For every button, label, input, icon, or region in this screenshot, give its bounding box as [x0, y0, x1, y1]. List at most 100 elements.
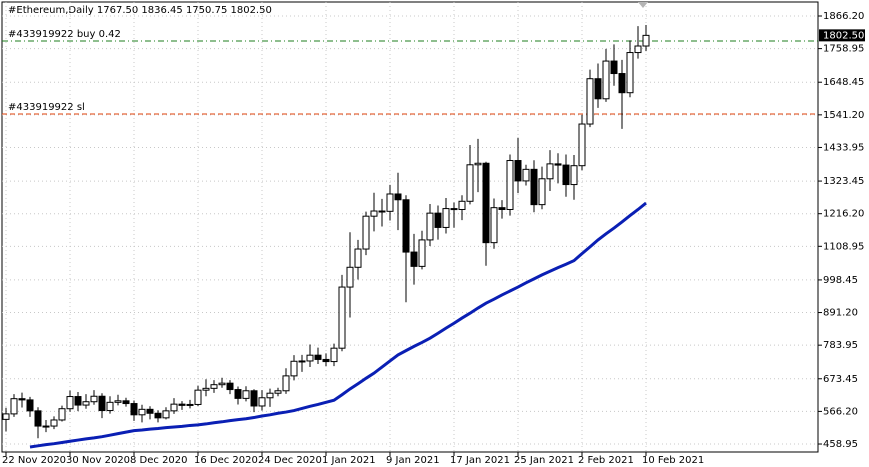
candle-body [106, 401, 114, 412]
candle-body [490, 207, 498, 244]
candle-body [58, 408, 66, 421]
y-tick-label: 1541.20 [823, 110, 864, 121]
x-tick-label: 8 Dec 2020 [130, 455, 188, 466]
x-tick-label: 17 Jan 2021 [450, 455, 510, 466]
candle-body [186, 403, 194, 406]
y-tick-label: 1108.95 [823, 241, 864, 252]
candle-body [538, 178, 546, 206]
candle-body [306, 354, 314, 362]
y-tick-label: 673.45 [823, 374, 858, 385]
candle-body [314, 354, 322, 360]
candle-body [290, 360, 298, 377]
candle-body [426, 212, 434, 241]
x-tick-label: 22 Nov 2020 [2, 455, 66, 466]
candle-body [26, 399, 34, 412]
x-tick-label: 9 Jan 2021 [386, 455, 440, 466]
candle-body [458, 200, 466, 210]
candle-body [218, 382, 226, 386]
candle-body [498, 207, 506, 210]
candle-body [138, 408, 146, 416]
candle-body [98, 395, 106, 412]
candle-body [410, 251, 418, 267]
candle-body [466, 164, 474, 202]
y-tick-label: 783.95 [823, 340, 858, 351]
candle-body [586, 78, 594, 125]
x-tick-label: 25 Jan 2021 [514, 455, 574, 466]
candle-body [114, 400, 122, 403]
candle-body [402, 199, 410, 253]
y-tick-label: 1758.95 [823, 44, 864, 55]
candle-body [74, 396, 82, 406]
candle-body [274, 390, 282, 394]
candle-body [258, 397, 266, 407]
candle-body [154, 412, 162, 419]
candle-body [202, 387, 210, 391]
candle-body [506, 160, 514, 210]
candle-body [266, 392, 274, 399]
current-price-label: 1802.50 [823, 30, 864, 41]
candle-body [178, 403, 186, 406]
candle-body [66, 396, 74, 410]
candle-body [298, 360, 306, 363]
moving-average [29, 201, 647, 449]
x-tick-label: 16 Dec 2020 [194, 455, 258, 466]
current-price-box [819, 29, 865, 42]
candle-body [234, 389, 242, 399]
candle-body [386, 193, 394, 212]
candle-body [242, 390, 250, 399]
candle-body [170, 403, 178, 412]
y-tick-label: 998.45 [823, 275, 858, 286]
candle-body [50, 419, 58, 427]
y-tick-label: 1323.45 [823, 176, 864, 187]
candle-body [434, 212, 442, 228]
candle-body [482, 162, 490, 244]
y-tick-label: 1648.45 [823, 77, 864, 88]
candle-body [362, 215, 370, 250]
candle-body [2, 413, 10, 420]
candle-body [330, 347, 338, 363]
candle-body [42, 425, 50, 428]
candle-body [578, 123, 586, 167]
order-label: #433919922 buy 0.42 [8, 29, 121, 40]
candle-body [322, 358, 330, 363]
candle-body [626, 52, 634, 94]
candle-body [82, 401, 90, 406]
candle-body [522, 168, 530, 182]
candle-body [122, 400, 130, 405]
candle-body [18, 398, 26, 401]
y-tick-label: 891.20 [823, 308, 858, 319]
candle-body [562, 164, 570, 186]
candle-body [530, 168, 538, 206]
y-tick-label: 458.95 [823, 439, 858, 450]
candle-body [514, 160, 522, 182]
candle-body [346, 266, 354, 288]
candle-body [354, 248, 362, 268]
candle-body [250, 390, 258, 407]
candle-body [378, 210, 386, 213]
candle-body [442, 208, 450, 228]
candle-body [610, 60, 618, 75]
y-tick-label: 1433.95 [823, 142, 864, 153]
candle-body [546, 163, 554, 180]
shift-marker [638, 2, 648, 8]
candle-body [554, 163, 562, 166]
chart-title: #Ethereum,Daily 1767.50 1836.45 1750.75 … [8, 5, 272, 16]
candle-body [34, 410, 42, 427]
y-tick-label: 1216.20 [823, 209, 864, 220]
candle-body [450, 208, 458, 211]
candle-body [394, 193, 402, 201]
candle-body [210, 384, 218, 389]
y-tick-label: 1866.20 [823, 11, 864, 22]
candle-body [338, 286, 346, 349]
candle-body [226, 382, 234, 391]
x-tick-label: 24 Dec 2020 [258, 455, 322, 466]
candle-body [162, 410, 170, 419]
y-tick-label: 566.20 [823, 406, 858, 417]
x-tick-label: 2 Feb 2021 [578, 455, 634, 466]
candle-body [618, 73, 626, 94]
candle-body [10, 398, 18, 415]
x-tick-label: 10 Feb 2021 [642, 455, 704, 466]
candle-body [602, 60, 610, 100]
candle-body [594, 78, 602, 100]
